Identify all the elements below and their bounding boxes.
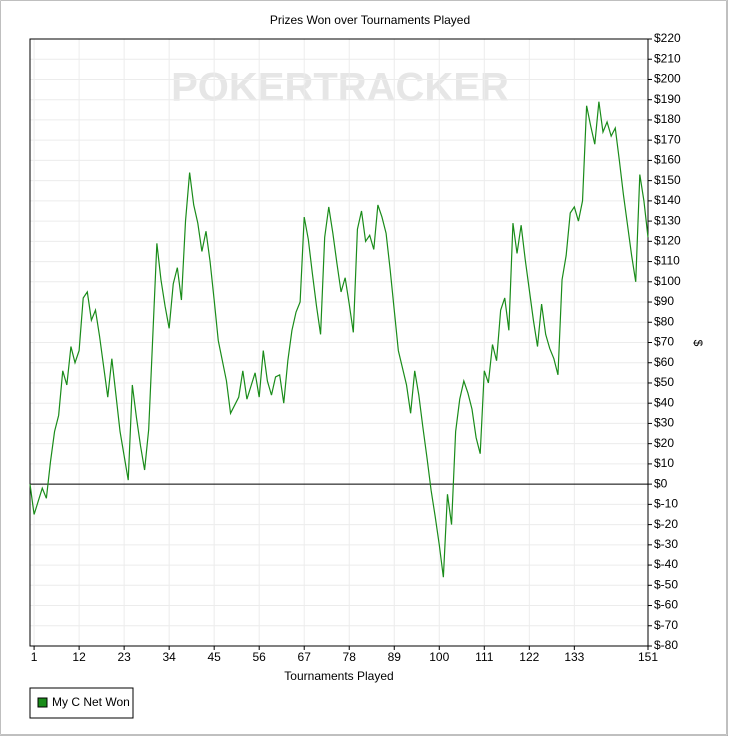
x-tick-label: 34 xyxy=(162,650,176,664)
y-tick-label: $130 xyxy=(654,213,681,227)
series-line xyxy=(29,101,649,578)
y-tick-label: $20 xyxy=(654,436,674,450)
x-tick-label: 23 xyxy=(117,650,131,664)
watermark: POKERTRACKER xyxy=(171,66,509,110)
legend: My C Net Won xyxy=(29,687,134,719)
y-tick-label: $100 xyxy=(654,274,681,288)
legend-label: My C Net Won xyxy=(52,695,130,709)
y-tick-label: $50 xyxy=(654,375,674,389)
x-tick-label: 67 xyxy=(298,650,312,664)
y-tick-label: $-30 xyxy=(654,537,678,551)
y-tick-label: $70 xyxy=(654,335,674,349)
y-tick-label: $200 xyxy=(654,72,681,86)
y-tick-label: $-50 xyxy=(654,577,678,591)
y-tick-label: $-40 xyxy=(654,557,678,571)
y-tick-label: $0 xyxy=(654,476,668,490)
y-tick-label: $-80 xyxy=(654,638,678,652)
y-tick-label: $10 xyxy=(654,456,674,470)
y-axis-label: $ xyxy=(691,340,705,347)
y-tick-label: $210 xyxy=(654,51,681,65)
y-tick-label: $150 xyxy=(654,173,681,187)
y-tick-label: $-70 xyxy=(654,618,678,632)
y-tick-label: $140 xyxy=(654,193,681,207)
x-tick-label: 151 xyxy=(638,650,658,664)
x-axis-label: Tournaments Played xyxy=(284,669,393,683)
y-tick-label: $-10 xyxy=(654,497,678,511)
y-tick-label: $120 xyxy=(654,234,681,248)
y-tick-label: $-60 xyxy=(654,598,678,612)
x-tick-label: 111 xyxy=(475,650,494,664)
y-tick-label: $90 xyxy=(654,294,674,308)
x-tick-label: 78 xyxy=(343,650,357,664)
y-tick-label: $190 xyxy=(654,92,681,106)
y-tick-label: $60 xyxy=(654,355,674,369)
y-tick-label: $30 xyxy=(654,416,674,430)
x-tick-label: 1 xyxy=(31,650,38,664)
plot-area xyxy=(29,38,649,647)
y-tick-label: $40 xyxy=(654,395,674,409)
y-tick-label: $110 xyxy=(654,254,680,268)
y-tick-label: $220 xyxy=(654,31,681,45)
x-tick-label: 12 xyxy=(72,650,86,664)
x-tick-label: 89 xyxy=(388,650,402,664)
y-tick-label: $170 xyxy=(654,132,681,146)
x-tick-label: 56 xyxy=(253,650,267,664)
y-tick-label: $180 xyxy=(654,112,681,126)
y-tick-label: $80 xyxy=(654,314,674,328)
y-tick-label: $-20 xyxy=(654,517,678,531)
x-tick-label: 100 xyxy=(429,650,449,664)
legend-swatch xyxy=(37,697,48,708)
x-tick-label: 122 xyxy=(519,650,539,664)
y-tick-label: $160 xyxy=(654,153,681,167)
chart-title: Prizes Won over Tournaments Played xyxy=(270,13,470,27)
x-tick-label: 45 xyxy=(207,650,221,664)
x-tick-label: 133 xyxy=(564,650,584,664)
